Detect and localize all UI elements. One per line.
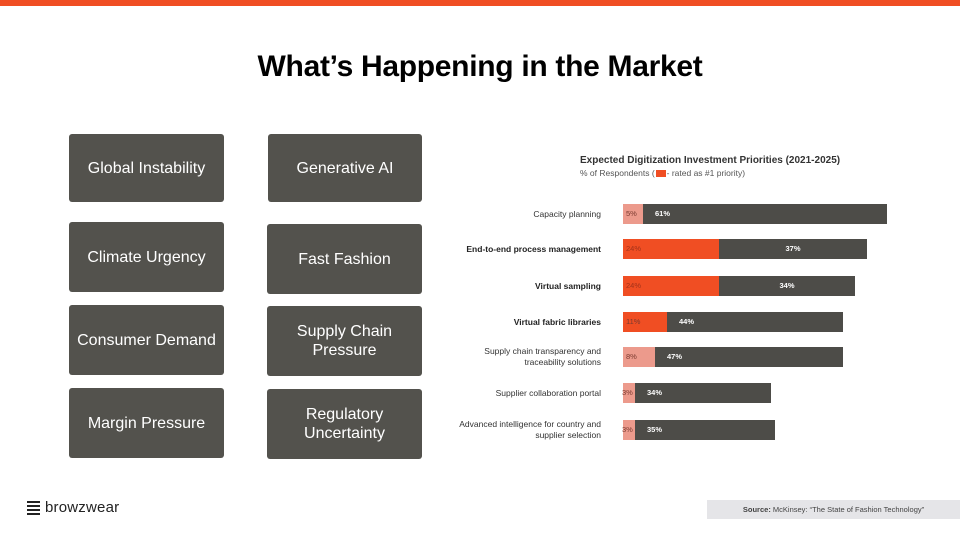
bar-value-label-priority: 3% xyxy=(622,388,633,397)
browzwear-logo: browzwear xyxy=(27,499,119,516)
bar-value-label-other: 61% xyxy=(655,209,671,218)
trend-tile: Margin Pressure xyxy=(69,388,224,458)
bar-value-label-priority: 5% xyxy=(626,209,637,218)
bar-value-label-other: 37% xyxy=(785,244,801,253)
subtitle-prefix: % of Respondents ( xyxy=(580,168,655,178)
legend-swatch xyxy=(655,170,666,177)
bar-segment-other xyxy=(643,204,887,224)
top-accent-bar xyxy=(0,0,960,6)
trend-tile: Fast Fashion xyxy=(267,224,422,294)
bar-value-label-other: 34% xyxy=(647,388,663,397)
bar-segment-other xyxy=(667,312,843,332)
bar-segment-priority xyxy=(623,420,635,440)
trend-tile: Global Instability xyxy=(69,134,224,202)
source-box: Source: McKinsey: “The State of Fashion … xyxy=(707,500,960,519)
bar-value-label-other: 35% xyxy=(647,425,663,434)
bar-value-label-other: 47% xyxy=(667,352,683,361)
trend-tile: Regulatory Uncertainty xyxy=(267,389,422,459)
source-label: Source: xyxy=(742,505,771,514)
bar-segment-other xyxy=(719,276,855,296)
bar-value-label-priority: 8% xyxy=(626,352,637,361)
category-label: Advanced intelligence for country and su… xyxy=(459,419,601,440)
source-text: McKinsey: “The State of Fashion Technolo… xyxy=(772,505,925,514)
bar-segment-priority xyxy=(623,347,655,367)
slide-title: What’s Happening in the Market xyxy=(257,50,703,83)
trend-tile: Climate Urgency xyxy=(69,222,224,292)
bar-value-label-priority: 24% xyxy=(626,281,642,290)
bar-segment-other xyxy=(655,347,843,367)
subtitle-suffix: - rated as #1 priority) xyxy=(666,168,746,178)
bar-segment-priority xyxy=(623,239,719,259)
logo-text: browzwear xyxy=(45,499,120,516)
trend-tile: Generative AI xyxy=(268,134,422,202)
category-label: Supplier collaboration portal xyxy=(495,387,601,398)
bar-segment-other xyxy=(635,420,775,440)
bar-value-label-priority: 11% xyxy=(626,317,641,326)
bar-segment-other xyxy=(719,239,867,259)
category-label: End-to-end process management xyxy=(466,243,601,254)
category-label: Virtual fabric libraries xyxy=(513,316,601,327)
chart-subtitle: % of Respondents ( - rated as #1 priority… xyxy=(580,168,745,178)
bar-segment-priority xyxy=(623,276,719,296)
category-label: Virtual sampling xyxy=(535,280,601,291)
bar-value-label-other: 44% xyxy=(679,317,695,326)
chart-title: Expected Digitization Investment Priorit… xyxy=(580,155,841,166)
trend-tile: Supply Chain Pressure xyxy=(267,306,422,376)
trend-tile: Consumer Demand xyxy=(69,305,224,375)
bar-segment-priority xyxy=(623,383,635,403)
category-label: Supply chain transparency and traceabili… xyxy=(484,346,601,367)
category-label: Capacity planning xyxy=(533,208,601,219)
bar-value-label-priority: 24% xyxy=(626,244,642,253)
bar-value-label-other: 34% xyxy=(779,281,795,290)
logo-mark-icon xyxy=(27,500,40,515)
bar-segment-priority xyxy=(623,204,643,224)
bar-segment-priority xyxy=(623,312,667,332)
bar-segment-other xyxy=(635,383,771,403)
bar-value-label-priority: 3% xyxy=(622,425,633,434)
